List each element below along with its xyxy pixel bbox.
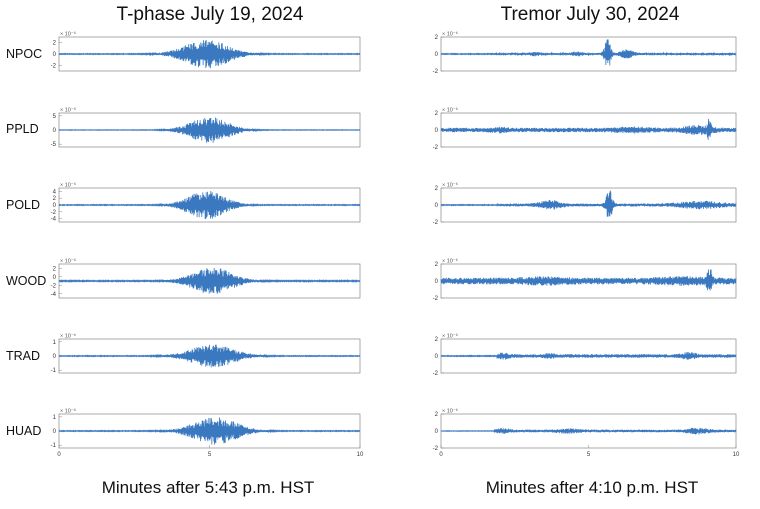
y-multiplier-label: × 10⁻⁶ bbox=[442, 182, 458, 189]
y-multiplier-label: × 10⁻⁶ bbox=[442, 107, 458, 114]
y-tick-label: 0 bbox=[53, 275, 57, 281]
y-multiplier-label: × 10⁻⁶ bbox=[60, 408, 76, 415]
y-tick-label: -4 bbox=[51, 217, 57, 223]
left-x-axis-label: Minutes after 5:43 p.m. HST bbox=[101, 478, 315, 497]
panel-left-npoc: 2 0 -2 × 10⁻⁶ bbox=[51, 31, 361, 72]
y-tick-label: 2 bbox=[435, 111, 439, 117]
y-tick-label: 0 bbox=[435, 203, 439, 209]
y-tick-label: 1 bbox=[53, 340, 57, 346]
station-label-huad: HUAD bbox=[6, 424, 42, 438]
y-tick-label: 0 bbox=[53, 128, 57, 134]
y-tick-label: 2 bbox=[435, 412, 439, 418]
y-tick-label: 0 bbox=[53, 354, 57, 360]
x-tick-label: 0 bbox=[57, 452, 61, 458]
y-tick-label: 5 bbox=[53, 114, 57, 120]
y-tick-label: 0 bbox=[53, 429, 57, 435]
y-tick-label: -1 bbox=[51, 443, 57, 449]
y-tick-label: 4 bbox=[53, 189, 57, 195]
y-multiplier-label: × 10⁻⁶ bbox=[442, 258, 458, 265]
y-tick-label: -2 bbox=[433, 371, 439, 377]
station-label-wood: WOOD bbox=[6, 274, 47, 288]
y-tick-label: -2 bbox=[433, 220, 439, 226]
y-tick-label: -4 bbox=[51, 292, 57, 298]
y-tick-label: -1 bbox=[51, 368, 57, 374]
x-tick-label: 10 bbox=[733, 452, 740, 458]
y-tick-label: -2 bbox=[51, 63, 57, 69]
x-tick-label: 5 bbox=[208, 452, 212, 458]
y-tick-label: 0 bbox=[435, 354, 439, 360]
y-tick-label: -2 bbox=[433, 296, 439, 302]
panel-left-huad: 10-1× 10⁻⁶0 5 10 bbox=[51, 408, 364, 459]
y-multiplier-label: × 10⁻⁶ bbox=[60, 333, 76, 340]
y-tick-label: -2 bbox=[433, 145, 439, 151]
y-multiplier-label: × 10⁻⁶ bbox=[60, 182, 76, 189]
panel-left-trad: 1 0 -1 × 10⁻⁶ bbox=[51, 333, 361, 374]
panel-right-wood: 2 0 -2 × 10⁻⁶ bbox=[433, 258, 737, 302]
y-tick-label: 0 bbox=[435, 429, 439, 435]
y-multiplier-label: × 10⁻⁶ bbox=[442, 31, 458, 38]
y-multiplier-label: × 10⁻⁶ bbox=[442, 333, 458, 340]
y-tick-label: 2 bbox=[53, 41, 57, 47]
station-label-trad: TRAD bbox=[6, 349, 41, 363]
x-tick-label: 0 bbox=[439, 452, 443, 458]
y-tick-label: 2 bbox=[53, 266, 57, 272]
waveform-line bbox=[440, 269, 737, 291]
y-multiplier-label: × 10⁻⁶ bbox=[442, 408, 458, 415]
panel-right-ppld: 2 0 -2 × 10⁻⁶ bbox=[433, 107, 737, 151]
y-multiplier-label: × 10⁻⁶ bbox=[60, 31, 76, 38]
right-x-axis-label: Minutes after 4:10 p.m. HST bbox=[485, 478, 699, 497]
y-tick-label: 0 bbox=[53, 203, 57, 209]
panel-right-npoc: 2 0 -2 × 10⁻⁶ bbox=[433, 31, 737, 75]
y-tick-label: -2 bbox=[433, 69, 439, 75]
station-label-ppld: PPLD bbox=[6, 122, 39, 136]
left-column-title: T-phase July 19, 2024 bbox=[116, 4, 304, 25]
x-tick-label: 10 bbox=[357, 452, 364, 458]
panel-right-pold: 2 0 -2 × 10⁻⁶ bbox=[433, 182, 737, 226]
panel-right-trad: 2 0 -2 × 10⁻⁶ bbox=[433, 333, 737, 377]
y-tick-label: 0 bbox=[53, 52, 57, 58]
y-tick-label: 0 bbox=[435, 279, 439, 285]
panel-left-wood: 2 0 -2 -4 × 10⁻⁶ bbox=[51, 258, 361, 299]
right-column-title: Tremor July 30, 2024 bbox=[500, 4, 680, 25]
panel-left-ppld: 5 0 -5 × 10⁻⁶ bbox=[51, 107, 361, 148]
station-label-pold: POLD bbox=[6, 198, 41, 212]
station-label-npoc: NPOC bbox=[6, 47, 43, 61]
y-tick-label: 2 bbox=[435, 35, 439, 41]
y-tick-label: 2 bbox=[435, 337, 439, 343]
y-tick-label: -5 bbox=[51, 142, 57, 148]
x-tick-label: 5 bbox=[587, 452, 591, 458]
panel-right-huad: 20-2× 10⁻⁶0 5 10 bbox=[433, 408, 740, 459]
y-tick-label: -2 bbox=[51, 210, 57, 216]
y-tick-label: 2 bbox=[435, 186, 439, 192]
y-tick-label: 1 bbox=[53, 415, 57, 421]
y-tick-label: -2 bbox=[51, 283, 57, 289]
y-tick-label: 0 bbox=[435, 128, 439, 134]
y-tick-label: -2 bbox=[433, 446, 439, 452]
y-tick-label: 2 bbox=[435, 262, 439, 268]
y-multiplier-label: × 10⁻⁶ bbox=[60, 107, 76, 114]
panel-left-pold: 420-2-4 × 10⁻⁶ bbox=[51, 182, 361, 223]
y-multiplier-label: × 10⁻⁶ bbox=[60, 258, 76, 265]
y-tick-label: 2 bbox=[53, 196, 57, 202]
y-tick-label: 0 bbox=[435, 52, 439, 58]
waveform-line bbox=[440, 118, 737, 140]
